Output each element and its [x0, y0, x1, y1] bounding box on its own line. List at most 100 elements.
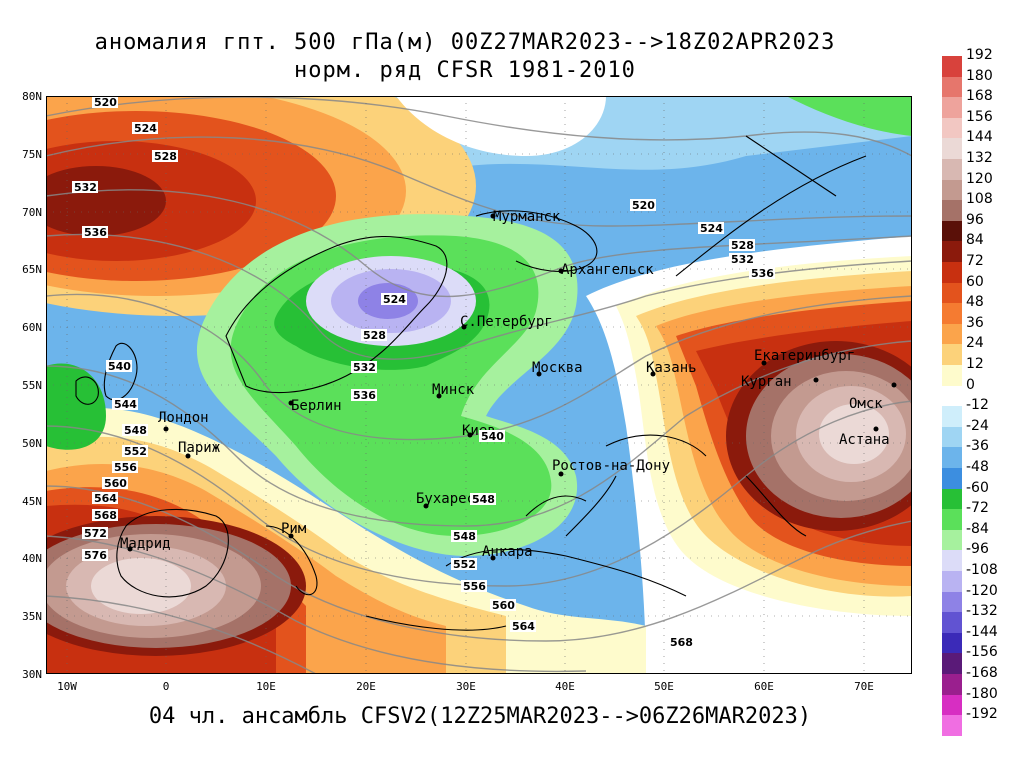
svg-text:528: 528 [731, 239, 754, 252]
svg-text:536: 536 [353, 389, 376, 402]
legend-label: -120 [966, 582, 998, 599]
lon-label: 50E [654, 680, 674, 693]
svg-text:564: 564 [94, 492, 117, 505]
legend-swatch [942, 571, 962, 592]
lat-label: 75N [22, 148, 42, 161]
lon-label: 70E [854, 680, 874, 693]
svg-text:540: 540 [108, 360, 131, 373]
legend-entry: -120 [938, 583, 1018, 613]
legend-label: -180 [966, 685, 998, 702]
legend-entry: 132 [938, 150, 1018, 180]
city-rome: Рим [281, 521, 307, 537]
city-labels: Мурманск Архангельск С.Петербург Москва … [120, 209, 897, 561]
legend-entry: 156 [938, 109, 1018, 139]
legend-label: 84 [966, 232, 984, 249]
legend-label: -12 [966, 397, 989, 414]
legend-entry: 12 [938, 356, 1018, 386]
height-contours [46, 96, 912, 674]
svg-text:560: 560 [104, 477, 127, 490]
city-omsk: Омск [849, 396, 883, 412]
city-madrid: Мадрид [120, 536, 171, 552]
svg-text:520: 520 [94, 96, 117, 109]
city-paris: Париж [178, 440, 221, 456]
svg-text:548: 548 [472, 493, 495, 506]
lat-label: 55N [22, 379, 42, 392]
lon-label: 30E [456, 680, 476, 693]
legend-label: -192 [966, 706, 998, 723]
legend-swatch [942, 303, 962, 324]
legend-swatch [942, 385, 962, 407]
legend-label: 156 [966, 108, 993, 125]
legend-entry: -84 [938, 521, 1018, 551]
legend-swatch [942, 406, 962, 427]
legend-label: 180 [966, 67, 993, 84]
legend-label: -96 [966, 541, 989, 558]
legend-entry: -60 [938, 480, 1018, 510]
city-berlin: Берлин [291, 398, 342, 414]
svg-text:544: 544 [114, 398, 137, 411]
legend-swatch [942, 56, 962, 77]
svg-text:576: 576 [84, 549, 107, 562]
legend-label: 144 [966, 129, 993, 146]
city-arkhangelsk: Архангельск [561, 262, 654, 278]
legend-swatch [942, 509, 962, 530]
legend-entry: 0 [938, 377, 1018, 407]
legend-entry: -96 [938, 541, 1018, 571]
legend-label: -36 [966, 438, 989, 455]
lat-label: 65N [22, 263, 42, 276]
legend-swatch [942, 468, 962, 489]
legend-swatch [942, 550, 962, 571]
legend-swatch [942, 200, 962, 221]
legend-entry: -24 [938, 418, 1018, 448]
lon-label: 60E [754, 680, 774, 693]
legend-entry: -168 [938, 665, 1018, 695]
map-title: аномалия гпт. 500 гПа(м) 00Z27MAR2023-->… [94, 30, 836, 55]
legend-entry: 36 [938, 315, 1018, 345]
lon-label: 10E [256, 680, 276, 693]
svg-text:540: 540 [481, 430, 504, 443]
svg-text:532: 532 [353, 361, 376, 374]
legend-label: 132 [966, 150, 993, 166]
svg-text:536: 536 [84, 226, 107, 239]
legend-swatch [942, 241, 962, 262]
lat-label: 70N [22, 206, 42, 219]
legend-entry: -108 [938, 562, 1018, 592]
legend-label: 60 [966, 273, 984, 290]
contour-value-labels: 520 524 528 532 536 520 524 528 532 536 … [72, 96, 775, 649]
legend-label: -84 [966, 520, 989, 537]
city-astana: Астана [839, 432, 890, 448]
legend-label: 0 [966, 376, 975, 393]
legend-label: -132 [966, 603, 998, 620]
legend-label: -144 [966, 623, 998, 640]
city-ankara: Анкара [482, 544, 533, 560]
legend-swatch [942, 76, 962, 98]
legend-entry: 192 [938, 47, 1018, 77]
lat-label: 30N [22, 668, 42, 681]
lat-label: 35N [22, 610, 42, 623]
legend-swatch [942, 344, 962, 365]
svg-text:524: 524 [383, 293, 406, 306]
svg-text:572: 572 [84, 527, 107, 540]
legend-swatch [942, 653, 962, 674]
svg-text:536: 536 [751, 267, 774, 280]
legend-label: -108 [966, 562, 998, 578]
city-kurgan: Курган [741, 374, 792, 390]
coastlines [75, 135, 867, 631]
legend-entry: 180 [938, 68, 1018, 98]
lon-label: 40E [555, 680, 575, 693]
svg-text:556: 556 [114, 461, 137, 474]
legend-swatch [942, 674, 962, 695]
legend-label: 24 [966, 335, 984, 352]
lat-label: 80N [22, 90, 42, 103]
city-london: Лондон [158, 410, 209, 426]
city-minsk: Минск [432, 382, 475, 398]
legend-swatch [942, 426, 962, 448]
map-subtitle: норм. ряд CFSR 1981-2010 [294, 58, 636, 83]
legend-label: 12 [966, 356, 984, 372]
legend-label: 120 [966, 170, 993, 187]
svg-text:548: 548 [124, 424, 147, 437]
legend-label: 48 [966, 294, 984, 311]
legend-entry: -144 [938, 624, 1018, 654]
legend-swatch [942, 220, 962, 242]
svg-text:532: 532 [74, 181, 97, 194]
